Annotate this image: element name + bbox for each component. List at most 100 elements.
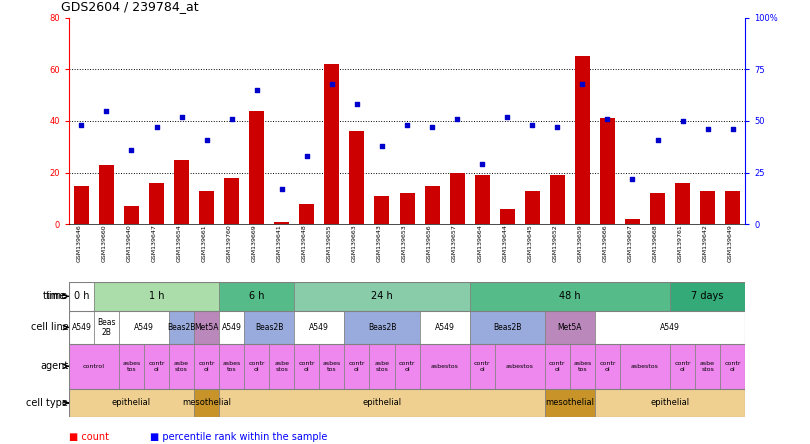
Bar — [74, 186, 89, 224]
Text: asbes
tos: asbes tos — [322, 361, 341, 372]
Bar — [244, 311, 294, 344]
Text: asbes
tos: asbes tos — [223, 361, 241, 372]
Bar — [420, 344, 470, 388]
Bar — [69, 311, 94, 344]
Bar — [720, 344, 745, 388]
Text: contr
ol: contr ol — [249, 361, 265, 372]
Text: GSM139660: GSM139660 — [101, 224, 106, 262]
Bar — [424, 186, 440, 224]
Bar — [349, 131, 364, 224]
Text: GSM139653: GSM139653 — [402, 224, 407, 262]
Bar — [670, 344, 695, 388]
Point — [225, 115, 238, 123]
Bar — [725, 190, 740, 224]
Bar — [399, 193, 415, 224]
Point — [125, 147, 138, 154]
Point — [551, 123, 564, 131]
Bar — [475, 175, 490, 224]
Point — [275, 186, 288, 193]
Text: GSM139648: GSM139648 — [302, 224, 307, 262]
Point — [75, 122, 87, 129]
Text: Beas2B: Beas2B — [255, 323, 284, 332]
Text: A549: A549 — [71, 323, 92, 332]
Text: GSM139664: GSM139664 — [477, 224, 482, 262]
Point — [425, 123, 438, 131]
Bar — [220, 388, 545, 417]
Text: A549: A549 — [309, 323, 330, 332]
Bar — [500, 209, 514, 224]
Bar — [94, 282, 220, 311]
Text: asbe
stos: asbe stos — [700, 361, 715, 372]
Bar — [344, 344, 369, 388]
Bar — [550, 175, 565, 224]
Text: GSM139641: GSM139641 — [277, 224, 282, 262]
Text: asbes
tos: asbes tos — [573, 361, 591, 372]
Text: contr
ol: contr ol — [198, 361, 215, 372]
Text: GSM139656: GSM139656 — [427, 224, 432, 262]
Bar — [595, 311, 745, 344]
Text: contr
ol: contr ol — [348, 361, 365, 372]
Text: Beas
2B: Beas 2B — [97, 318, 116, 337]
Text: 24 h: 24 h — [371, 291, 393, 301]
Point — [601, 115, 614, 123]
Text: GSM139644: GSM139644 — [502, 224, 507, 262]
Bar — [294, 344, 319, 388]
Text: GSM139643: GSM139643 — [377, 224, 382, 262]
Point — [450, 115, 463, 123]
Point — [100, 107, 113, 114]
Bar — [249, 111, 264, 224]
Text: GDS2604 / 239784_at: GDS2604 / 239784_at — [61, 0, 198, 13]
Bar — [675, 183, 690, 224]
Bar — [294, 311, 344, 344]
Point — [701, 126, 714, 133]
Text: Beas2B: Beas2B — [493, 323, 522, 332]
Text: agent: agent — [40, 361, 68, 371]
Point — [626, 175, 639, 182]
Text: asbestos: asbestos — [431, 364, 458, 369]
Point — [301, 153, 313, 160]
Text: cell type: cell type — [27, 398, 68, 408]
Bar — [625, 219, 640, 224]
Text: Met5A: Met5A — [557, 323, 582, 332]
Bar — [224, 178, 239, 224]
Text: asbes
tos: asbes tos — [122, 361, 141, 372]
Text: control: control — [83, 364, 105, 369]
Text: asbestos: asbestos — [505, 364, 534, 369]
Point — [475, 161, 488, 168]
Point — [376, 142, 389, 149]
Text: 48 h: 48 h — [559, 291, 581, 301]
Bar — [199, 190, 214, 224]
Bar — [124, 206, 139, 224]
Text: GSM139659: GSM139659 — [578, 224, 582, 262]
Text: asbe
stos: asbe stos — [374, 361, 390, 372]
Text: GSM139666: GSM139666 — [603, 224, 608, 262]
Bar — [149, 183, 164, 224]
Bar — [420, 311, 470, 344]
Bar — [695, 344, 720, 388]
Bar — [470, 311, 545, 344]
Text: GSM139649: GSM139649 — [727, 224, 733, 262]
Text: mesothelial: mesothelial — [182, 398, 231, 408]
Bar — [545, 311, 595, 344]
Bar — [650, 193, 665, 224]
Bar — [570, 344, 595, 388]
Text: mesothelial: mesothelial — [545, 398, 595, 408]
Text: asbestos: asbestos — [631, 364, 659, 369]
Bar — [374, 196, 390, 224]
Text: GSM139652: GSM139652 — [552, 224, 557, 262]
Text: Beas2B: Beas2B — [368, 323, 396, 332]
Bar — [394, 344, 420, 388]
Bar — [119, 311, 169, 344]
Bar — [194, 344, 220, 388]
Point — [351, 101, 364, 108]
Text: GSM139657: GSM139657 — [452, 224, 457, 262]
Bar — [269, 344, 294, 388]
Text: contr
ol: contr ol — [474, 361, 490, 372]
Text: GSM139645: GSM139645 — [527, 224, 532, 262]
Text: cell line: cell line — [31, 322, 68, 333]
Text: GSM139761: GSM139761 — [678, 224, 683, 262]
Text: contr
ol: contr ol — [674, 361, 691, 372]
Text: time: time — [46, 291, 68, 301]
Text: GSM139669: GSM139669 — [252, 224, 257, 262]
Text: 0 h: 0 h — [74, 291, 89, 301]
